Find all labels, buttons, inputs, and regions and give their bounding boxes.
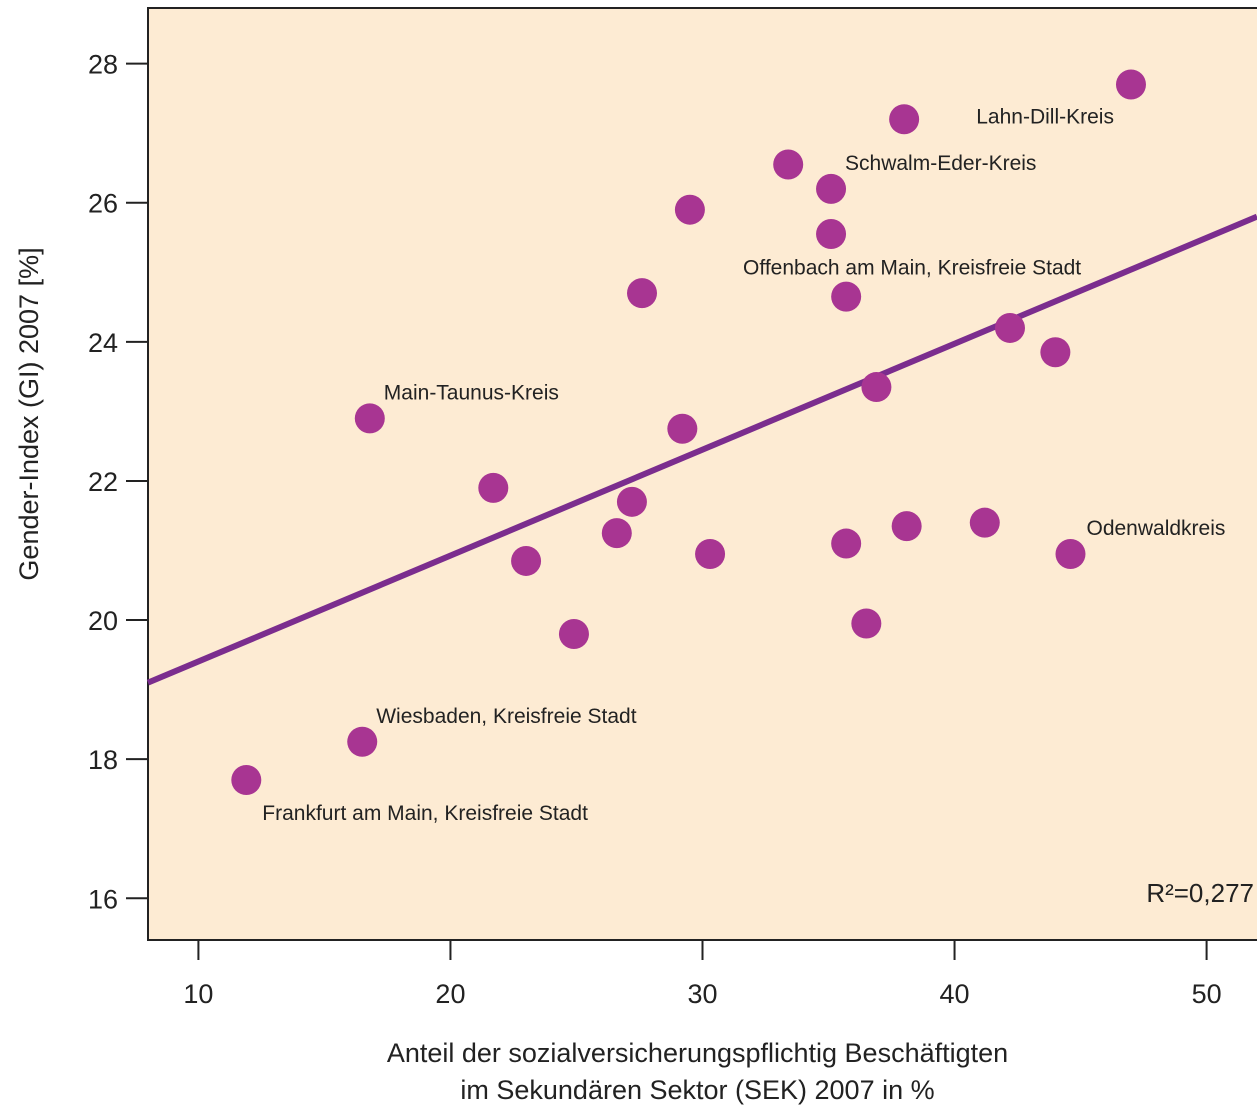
scatter-point xyxy=(969,507,1000,538)
y-tick-label: 18 xyxy=(88,745,118,775)
point-label: Frankfurt am Main, Kreisfreie Stadt xyxy=(262,802,588,825)
x-tick-label: 10 xyxy=(183,979,213,1009)
x-tick-label: 40 xyxy=(940,979,970,1009)
point-label: Wiesbaden, Kreisfreie Stadt xyxy=(376,705,636,728)
plot-area xyxy=(148,8,1257,940)
point-label: Schwalm-Eder-Kreis xyxy=(845,152,1036,175)
point-label: Offenbach am Main, Kreisfreie Stadt xyxy=(743,257,1081,280)
data-points xyxy=(231,69,1146,796)
point-label: Main-Taunus-Kreis xyxy=(384,381,559,404)
scatter-point xyxy=(695,538,726,569)
y-axis-title: Gender-Index (GI) 2007 [%] xyxy=(14,247,44,580)
scatter-point xyxy=(1055,538,1086,569)
scatter-point xyxy=(773,149,804,180)
scatter-point xyxy=(994,312,1025,343)
point-label: Lahn-Dill-Kreis xyxy=(976,106,1114,129)
scatter-point xyxy=(889,104,920,135)
y-tick-label: 16 xyxy=(88,884,118,914)
scatter-point xyxy=(347,726,378,757)
scatter-point xyxy=(667,413,698,444)
scatter-point xyxy=(354,403,385,434)
x-tick-label: 50 xyxy=(1192,979,1222,1009)
x-tick-label: 30 xyxy=(687,979,717,1009)
scatter-point xyxy=(616,486,647,517)
scatter-point xyxy=(851,608,882,639)
scatter-point xyxy=(816,219,847,250)
x-axis-title-line-2: im Sekundären Sektor (SEK) 2007 in % xyxy=(460,1075,934,1105)
scatter-point xyxy=(1040,337,1071,368)
y-tick-label: 20 xyxy=(88,606,118,636)
x-axis: 10 20 30 40 50 xyxy=(183,940,1222,1009)
y-tick-label: 22 xyxy=(88,467,118,497)
y-tick-label: 24 xyxy=(88,328,118,358)
scatter-point xyxy=(831,528,862,559)
y-tick-label: 26 xyxy=(88,189,118,219)
point-labels: Frankfurt am Main, Kreisfreie Stadt Wiesb… xyxy=(262,106,1225,826)
scatter-point xyxy=(891,511,922,542)
scatter-point xyxy=(1115,69,1146,100)
x-axis-title-line-1: Anteil der sozialversicherungspflichtig … xyxy=(387,1038,1008,1068)
x-tick-label: 20 xyxy=(435,979,465,1009)
scatter-point xyxy=(511,545,542,576)
trend-line xyxy=(146,213,1257,686)
scatter-point xyxy=(231,765,262,796)
r-squared-annotation: R²=0,277 xyxy=(1146,878,1254,908)
scatter-point xyxy=(861,372,892,403)
scatter-point xyxy=(478,472,509,503)
scatter-point xyxy=(627,278,658,309)
scatter-point xyxy=(601,518,632,549)
scatter-point xyxy=(831,281,862,312)
scatter-point xyxy=(816,173,847,204)
scatter-point xyxy=(674,194,705,225)
y-tick-label: 28 xyxy=(88,50,118,80)
scatter-point xyxy=(558,618,589,649)
y-axis: 16 18 20 22 24 26 28 xyxy=(88,50,148,914)
point-label: Odenwaldkreis xyxy=(1086,517,1225,540)
